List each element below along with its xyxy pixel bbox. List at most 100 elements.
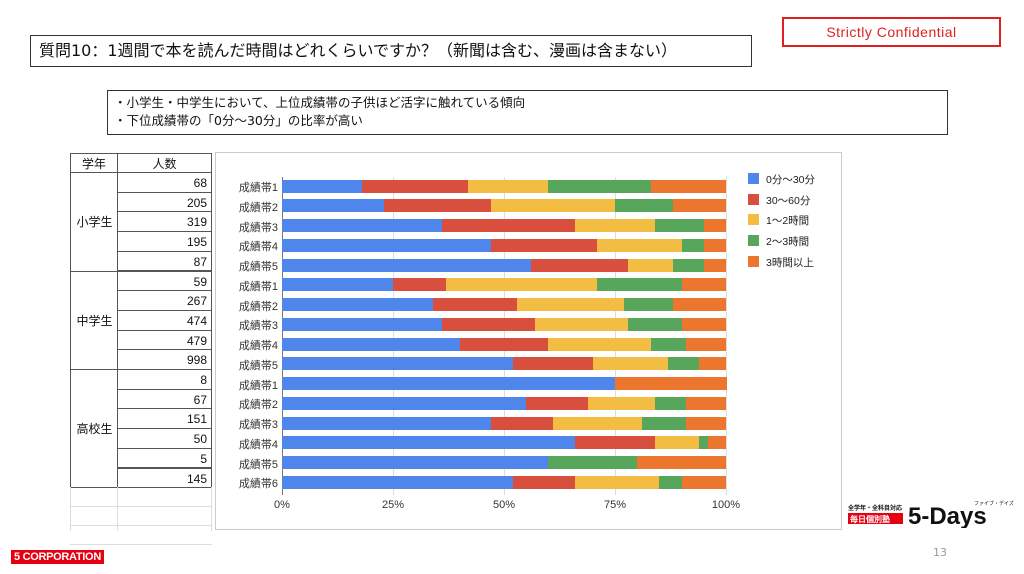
bar-segment — [530, 258, 629, 272]
grid-line — [70, 525, 212, 527]
grid-line — [117, 487, 118, 531]
count-cell: 267 — [117, 290, 212, 311]
bar-segment — [432, 298, 518, 311]
bar-segment — [548, 179, 651, 193]
bar-segment — [384, 199, 492, 213]
count-cell: 145 — [117, 467, 212, 489]
bar-segment — [681, 475, 727, 489]
bar-segment — [490, 238, 598, 252]
legend-label: 2～3時間 — [766, 236, 810, 249]
bar-segment — [548, 456, 638, 469]
bar-segment — [441, 317, 536, 331]
count-cell: 205 — [117, 191, 212, 213]
count-cell: 474 — [117, 309, 212, 331]
x-tick-label: 100% — [711, 499, 741, 511]
svg-text:全学年・全科目対応: 全学年・全科目対応 — [847, 504, 902, 512]
category-label: 成績帯5 — [238, 359, 278, 372]
bar-segment — [282, 317, 443, 331]
bar-segment — [490, 199, 616, 213]
bar-segment — [282, 238, 492, 252]
bar-segment — [535, 317, 629, 331]
bar-segment — [588, 396, 656, 410]
bar-segment — [681, 278, 727, 292]
confidential-label: Strictly Confidential — [782, 17, 1001, 47]
note-1: ・小学生・中学生において、上位成績帯の子供ほど活字に触れている傾向 — [114, 95, 526, 110]
table-header-grade: 学年 — [70, 153, 118, 173]
bar-segment — [650, 337, 687, 351]
bar-segment — [628, 317, 683, 331]
bar-segment — [361, 179, 469, 193]
legend-swatch — [748, 193, 759, 205]
category-label: 成績帯3 — [238, 419, 278, 431]
gridline-x — [393, 177, 394, 495]
bar-segment — [641, 416, 687, 430]
bar-segment — [615, 377, 727, 390]
category-label: 成績帯2 — [238, 399, 278, 412]
bar-segment — [650, 179, 727, 193]
bar-segment — [282, 357, 514, 371]
bar-segment — [282, 377, 616, 390]
grid-line — [211, 487, 212, 531]
legend-label: 1～2時間 — [766, 215, 810, 228]
gridline-x — [282, 177, 283, 495]
bar-segment — [672, 199, 727, 213]
bar-segment — [548, 337, 651, 351]
legend-label: 3時間以上 — [766, 256, 814, 269]
bar-segment — [282, 396, 527, 410]
5days-logo: 全学年・全科目対応 毎日個別塾 5-Days ファイブ・デイズ — [846, 498, 1021, 530]
category-label: 成績帯4 — [238, 340, 278, 352]
bar-segment — [282, 475, 514, 489]
count-cell: 151 — [117, 408, 212, 430]
note-2: ・下位成績帯の「0分～30分」の比率が高い — [114, 113, 363, 128]
legend-item: 30～60分 — [748, 193, 810, 208]
bar-segment — [708, 436, 727, 450]
bar-segment — [597, 238, 683, 252]
bar-segment — [575, 436, 656, 450]
count-cell: 50 — [117, 428, 212, 449]
bar-segment — [446, 278, 598, 292]
svg-text:毎日個別塾: 毎日個別塾 — [850, 514, 890, 524]
notes-box: ・小学生・中学生において、上位成績帯の子供ほど活字に触れている傾向 ・下位成績帯… — [107, 90, 948, 135]
bar-segment — [672, 258, 705, 272]
bar-segment — [526, 396, 589, 410]
bar-segment — [282, 199, 385, 213]
grade-cell: 高校生 — [70, 369, 118, 489]
bar-segment — [282, 258, 532, 272]
count-cell: 479 — [117, 329, 212, 351]
legend-item: 3時間以上 — [748, 255, 814, 270]
count-cell: 87 — [117, 250, 212, 272]
bar-segment — [659, 475, 683, 489]
grid-line — [70, 506, 212, 508]
category-label: 成績帯4 — [238, 241, 278, 254]
category-label: 成績帯2 — [238, 201, 278, 214]
bar-segment — [517, 298, 625, 311]
page-number: 13 — [933, 546, 947, 559]
svg-text:ファイブ・デイズ: ファイブ・デイズ — [974, 500, 1014, 507]
bar-segment — [468, 179, 549, 193]
bar-segment — [393, 278, 447, 292]
bar-segment — [282, 298, 434, 311]
legend-item: 1～2時間 — [748, 213, 809, 228]
bar-segment — [441, 219, 576, 232]
gridline-x — [504, 177, 505, 495]
bar-segment — [282, 456, 549, 469]
bar-segment — [282, 219, 443, 232]
svg-text:5-Days: 5-Days — [908, 503, 987, 528]
bar-segment — [686, 416, 727, 430]
bar-segment — [681, 238, 705, 252]
bar-segment — [654, 219, 705, 232]
grade-cell: 中学生 — [70, 270, 118, 370]
count-cell: 5 — [117, 447, 212, 469]
count-cell: 319 — [117, 211, 212, 233]
bar-segment — [681, 317, 727, 331]
bar-segment — [623, 298, 674, 311]
gridline-x — [615, 177, 616, 495]
legend-label: 30～60分 — [766, 194, 811, 207]
x-tick-label: 0% — [274, 499, 290, 511]
count-cell: 998 — [117, 349, 212, 370]
bar-segment — [686, 337, 727, 351]
category-label: 成績帯2 — [238, 300, 278, 313]
x-tick-label: 25% — [381, 499, 405, 511]
legend-swatch — [748, 173, 759, 184]
5days-logo-graphic: 全学年・全科目対応 毎日個別塾 5-Days ファイブ・デイズ — [847, 500, 1014, 530]
